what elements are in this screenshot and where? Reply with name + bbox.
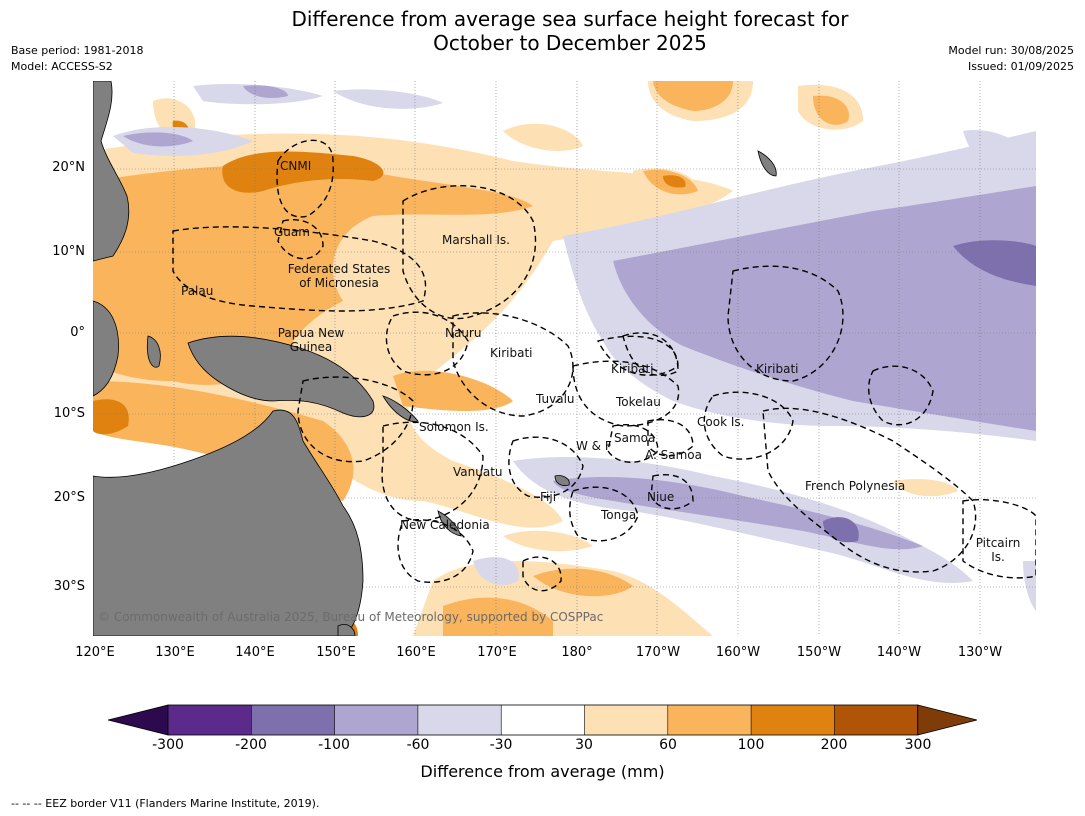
positive-anomaly-fields — [93, 81, 958, 636]
place-nauru: Nauru — [445, 326, 482, 340]
colorbar-200-100 — [251, 705, 335, 735]
fiji-landmass — [554, 475, 570, 486]
colorbar-100-60 — [334, 705, 418, 735]
borneo-landmass — [93, 300, 119, 397]
lon-label-140e: 140°E — [235, 645, 275, 660]
lat-label-20s: 20°S — [53, 490, 85, 505]
colorbar-tick-neg60: -60 — [406, 737, 430, 753]
place-pitcairn: Pitcairn Is. — [970, 536, 1026, 564]
place-fsm-line1: Federated States — [287, 262, 391, 276]
map-title-line1: Difference from average sea surface heig… — [291, 7, 849, 31]
colorbar-100-200 — [751, 705, 835, 735]
colorbar-tick-30: 30 — [575, 737, 593, 753]
lon-label-130w: 130°W — [957, 645, 1003, 660]
colorbar-tick-neg100: -100 — [318, 737, 350, 753]
issued-date: Issued: 01/09/2025 — [967, 60, 1074, 73]
lat-label-20n: 20°N — [52, 160, 85, 175]
colorbar-tick-300: 300 — [904, 737, 932, 753]
place-samoa: Samoa — [614, 431, 656, 445]
lon-label-160w: 160°W — [715, 645, 761, 660]
lon-label-140w: 140°W — [876, 645, 922, 660]
solomon-islands-landmass — [382, 395, 419, 423]
lon-label-130e: 130°E — [155, 645, 195, 660]
place-marshall-islands: Marshall Is. — [442, 233, 510, 247]
lon-label-120e: 120°E — [75, 645, 115, 660]
lat-label-10s: 10°S — [53, 406, 85, 421]
map-canvas — [93, 81, 1036, 636]
place-french-polynesia: French Polynesia — [805, 479, 906, 493]
colorbar-60-30 — [417, 705, 502, 735]
colorbar-title: Difference from average (mm) — [420, 762, 665, 781]
place-fsm-line2: of Micronesia — [299, 276, 379, 290]
meta-left: Base period: 1981-2018 Model: ACCESS-S2 — [11, 43, 143, 75]
colorbar-tick-neg30: -30 — [489, 737, 513, 753]
lat-label-30s: 30°S — [53, 579, 85, 594]
eez-footnote: -- -- -- EEZ border V11 (Flanders Marine… — [11, 797, 320, 810]
model-run: Model run: 30/08/2025 — [948, 44, 1074, 57]
philippines-landmass — [93, 81, 130, 262]
eez-borders — [172, 139, 1036, 592]
lon-label-150w: 150°W — [796, 645, 842, 660]
place-pitcairn-line2: Is. — [991, 550, 1005, 564]
colorbar-below-300 — [108, 704, 169, 736]
place-vanuatu: Vanuatu — [453, 465, 503, 479]
colorbar-tick-200: 200 — [820, 737, 848, 753]
colorbar-tick-60: 60 — [659, 737, 677, 753]
lon-label-160e: 160°E — [396, 645, 436, 660]
colorbar-200-300 — [834, 705, 918, 735]
place-tuvalu: Tuvalu — [536, 392, 575, 406]
colorbar-30-30 — [501, 705, 585, 735]
place-kiribati-central: Kiribati — [611, 362, 654, 376]
colorbar-60-100 — [667, 705, 752, 735]
colorbar-tick-neg200: -200 — [235, 737, 267, 753]
place-tonga: Tonga — [601, 508, 637, 522]
colorbar — [108, 704, 978, 736]
place-guam: Guam — [274, 225, 310, 239]
colorbar-tick-neg300: -300 — [152, 737, 184, 753]
hawaii-landmass — [757, 150, 777, 177]
lat-label-0: 0° — [70, 325, 85, 340]
map-title-line2: October to December 2025 — [433, 31, 707, 55]
map-panel[interactable] — [93, 81, 1036, 636]
lon-label-170e: 170°E — [477, 645, 517, 660]
place-palau: Palau — [181, 284, 214, 298]
place-png-line1: Papua New — [277, 326, 345, 340]
place-cnmi: CNMI — [280, 159, 312, 173]
lon-label-150e: 150°E — [316, 645, 356, 660]
colorbar-above-300 — [917, 704, 978, 736]
place-solomon-islands: Solomon Is. — [419, 420, 489, 434]
place-kiribati-east: Kiribati — [756, 362, 799, 376]
model-name: Model: ACCESS-S2 — [11, 60, 113, 73]
lon-label-180: 180° — [561, 645, 593, 660]
nz-landmass — [337, 624, 356, 636]
meta-right: Model run: 30/08/2025 Issued: 01/09/2025 — [948, 43, 1074, 75]
colorbar-300-200 — [168, 705, 252, 735]
place-pitcairn-line1: Pitcairn — [975, 536, 1021, 550]
colorbar-svg — [108, 704, 978, 736]
place-cook-islands: Cook Is. — [697, 415, 745, 429]
place-niue: Niue — [647, 490, 675, 504]
place-american-samoa: A. Samoa — [645, 448, 702, 462]
base-period: Base period: 1981-2018 — [11, 44, 144, 57]
colorbar-30-60 — [584, 705, 668, 735]
map-title: Difference from average sea surface heig… — [0, 7, 1085, 55]
place-new-caledonia: New Caledonia — [400, 518, 490, 532]
place-kiribati-west: Kiribati — [490, 346, 533, 360]
place-wallis-futuna: W & F — [576, 439, 612, 453]
place-png: Papua New Guinea — [271, 326, 351, 354]
sulawesi-landmass — [146, 335, 161, 368]
lon-label-170w: 170°W — [635, 645, 681, 660]
australia-landmass — [93, 409, 364, 636]
place-fiji: Fiji — [540, 490, 557, 504]
place-png-line2: Guinea — [289, 340, 333, 354]
copyright-note: © Commonwealth of Australia 2025, Bureau… — [98, 610, 604, 624]
colorbar-tick-100: 100 — [737, 737, 765, 753]
place-fsm: Federated States of Micronesia — [283, 262, 395, 290]
new-guinea-landmass — [187, 335, 375, 418]
place-tokelau: Tokelau — [616, 395, 661, 409]
lat-label-10n: 10°N — [52, 244, 85, 259]
